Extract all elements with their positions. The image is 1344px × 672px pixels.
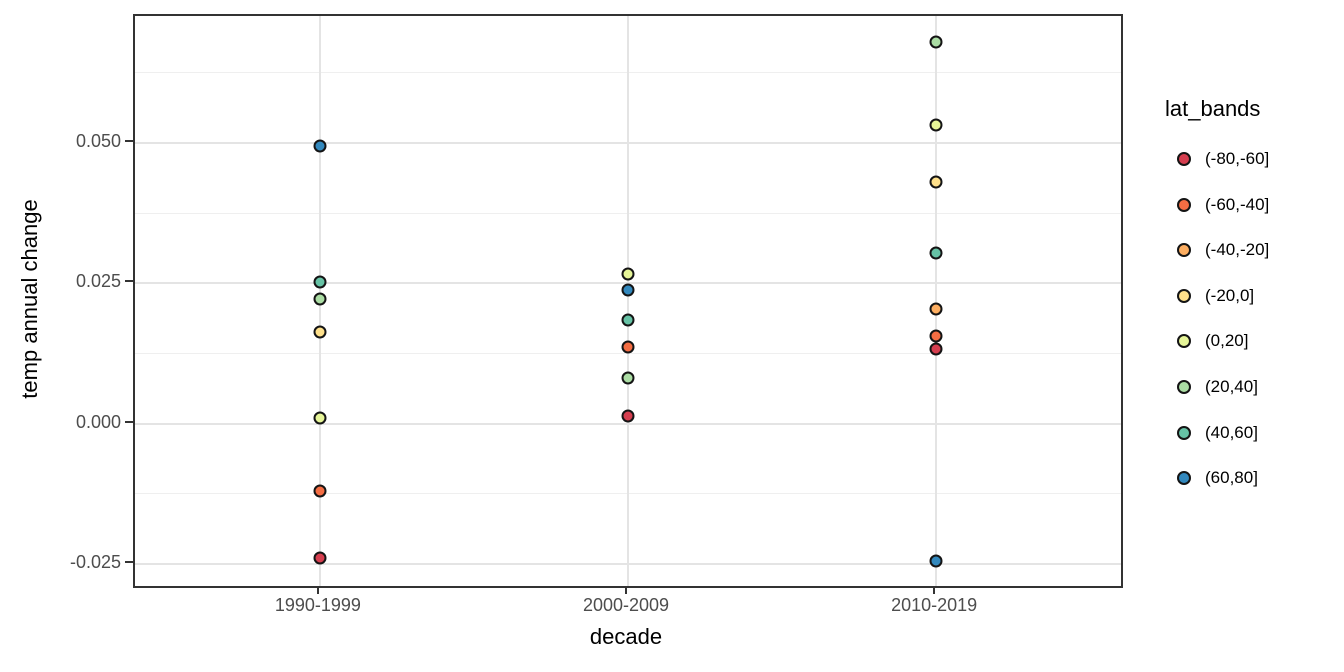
x-tick-mark [933, 586, 936, 594]
data-point-(20,40] [621, 371, 635, 385]
x-tick-label: 2000-2009 [582, 595, 670, 615]
data-point-(-80,-60] [929, 342, 943, 356]
y-tick-mark [125, 280, 133, 283]
y-tick-mark [125, 561, 133, 564]
legend-title: lat_bands [1165, 96, 1261, 121]
data-point-(-80,-60] [621, 409, 635, 423]
legend-item-label: (-80,-60] [1205, 149, 1270, 168]
legend-item: (20,40] [1177, 373, 1258, 401]
legend-item: (-60,-40] [1177, 191, 1269, 219]
legend-item-label: (-20,0] [1205, 285, 1255, 305]
legend-item-label: (0,20] [1205, 331, 1249, 351]
data-point-(-20,0] [929, 175, 943, 189]
legend-item: (-80,-60] [1177, 145, 1269, 173]
legend-item-label: (60,80] [1205, 468, 1258, 488]
data-point-(60,80] [621, 283, 635, 297]
legend-item: (60,80] [1177, 464, 1258, 492]
x-tick-label: 2010-2019 [891, 595, 978, 615]
legend-item-label: (-40,-20] [1205, 240, 1270, 260]
x-tick-label: 1990-1999 [274, 595, 361, 615]
data-point-(20,40] [313, 292, 327, 306]
data-point-(-60,-40] [313, 484, 327, 498]
y-tick-mark [125, 139, 133, 142]
legend-item: (0,20] [1177, 327, 1248, 355]
legend-key-icon [1177, 152, 1191, 166]
legend-item-label: (20,40] [1205, 377, 1258, 396]
legend-key-icon [1177, 425, 1191, 440]
data-point-(-40,-20] [929, 302, 943, 316]
x-tick-mark [316, 586, 319, 594]
y-tick-label: 0.025 [75, 271, 121, 292]
plot-panel [133, 14, 1123, 588]
data-point-(60,80] [313, 139, 327, 153]
legend-key-icon [1177, 243, 1191, 258]
data-point-(60,80] [929, 554, 943, 568]
data-point-(0,20] [929, 118, 943, 132]
data-point-(40,60] [929, 246, 943, 260]
x-tick-mark [625, 586, 627, 594]
legend: lat_bands (-80,-60] (-60,-40] (-40,-20] (-2… [1163, 0, 1344, 672]
legend-key-icon [1177, 471, 1191, 486]
legend-key-icon [1177, 197, 1191, 212]
legend-item: (-40,-20] [1177, 236, 1269, 264]
legend-key-icon [1177, 380, 1191, 394]
data-point-(0,20] [621, 267, 635, 281]
data-point-(-60,-40] [621, 340, 635, 354]
x-gridline [627, 16, 629, 586]
y-tick-mark [125, 420, 133, 423]
legend-key-icon [1177, 334, 1191, 349]
data-point-(-80,-60] [313, 551, 327, 565]
data-point-(40,60] [621, 313, 635, 327]
data-point-(20,40] [929, 35, 943, 49]
x-gridline [935, 16, 938, 586]
data-point-(-20,0] [313, 325, 327, 339]
data-point-(-60,-40] [929, 329, 943, 343]
y-axis-title: temp annual change [17, 199, 42, 399]
legend-key-icon [1177, 288, 1191, 303]
legend-item-label: (40,60] [1205, 422, 1258, 442]
data-point-(0,20] [313, 411, 327, 425]
legend-item: (-20,0] [1177, 282, 1254, 310]
y-tick-label: -0.025 [69, 552, 121, 573]
y-tick-label: 0.000 [75, 411, 121, 432]
data-point-(40,60] [313, 275, 327, 289]
legend-item: (40,60] [1177, 419, 1258, 447]
legend-item-label: (-60,-40] [1205, 194, 1270, 214]
x-axis-title: decade [589, 624, 663, 649]
y-tick-label: 0.050 [75, 130, 121, 151]
